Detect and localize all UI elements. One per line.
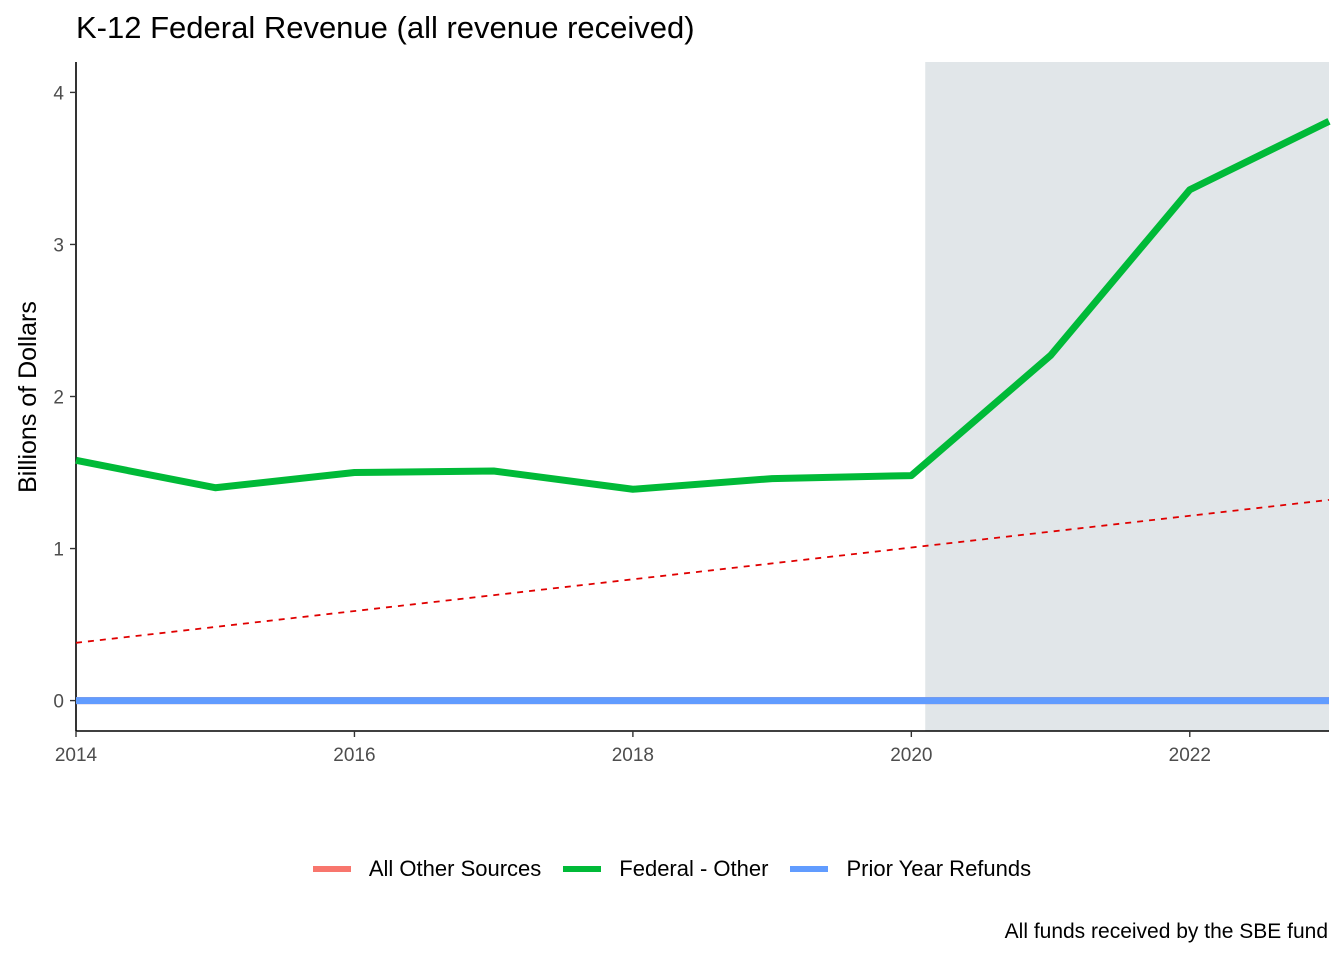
x-tick-label: 2020 bbox=[890, 745, 932, 766]
legend: All Other Sources Federal - Other Prior Ye… bbox=[0, 856, 1344, 882]
legend-label: All Other Sources bbox=[368, 856, 542, 881]
y-tick-label: 4 bbox=[53, 83, 64, 104]
legend-label: Prior Year Refunds bbox=[846, 856, 1032, 881]
x-tick-label: 2022 bbox=[1169, 745, 1211, 766]
legend-item-prior-year-refunds: Prior Year Refunds bbox=[790, 856, 1031, 882]
series-line-federal-other bbox=[75, 118, 1331, 493]
chart-title: K-12 Federal Revenue (all revenue receiv… bbox=[76, 10, 695, 45]
y-tick-label: 1 bbox=[53, 540, 64, 561]
y-tick-label: 2 bbox=[53, 388, 64, 409]
x-tick-label: 2014 bbox=[55, 745, 98, 766]
shaded-region bbox=[925, 62, 1329, 731]
chart-caption: All funds received by the SBE fund bbox=[1004, 920, 1328, 943]
x-tick-label: 2018 bbox=[612, 745, 654, 766]
legend-item-federal-other: Federal - Other bbox=[563, 856, 768, 882]
x-tick-label: 2016 bbox=[333, 745, 375, 766]
legend-key bbox=[563, 866, 602, 872]
y-axis-label: Billions of Dollars bbox=[14, 301, 42, 493]
legend-key bbox=[790, 866, 829, 872]
legend-label: Federal - Other bbox=[619, 856, 769, 881]
y-tick-label: 0 bbox=[53, 692, 64, 713]
legend-key bbox=[312, 866, 351, 872]
y-tick-label: 3 bbox=[53, 235, 64, 256]
legend-item-all-other-sources: All Other Sources bbox=[312, 856, 542, 882]
